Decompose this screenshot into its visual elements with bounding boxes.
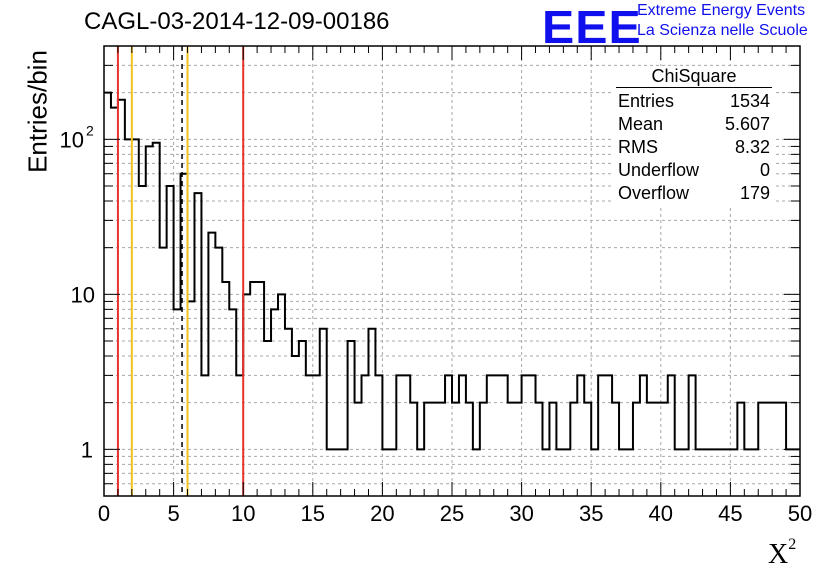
x-tick-label: 40 [649,501,673,526]
stats-value: 5.607 [724,114,770,134]
stats-row-entries: Entries 1534 [612,90,776,113]
stats-row-underflow: Underflow 0 [612,159,776,182]
stats-value: 8.32 [734,137,770,157]
y-tick-label: 10 [71,282,95,307]
stats-value: 179 [739,183,770,203]
stats-title: ChiSquare [616,66,772,88]
stats-box: ChiSquare Entries 1534 Mean 5.607 RMS 8.32 … [612,66,776,205]
stats-value: 1534 [729,91,770,111]
x-tick-label: 50 [788,501,812,526]
x-tick-label: 30 [509,501,533,526]
stats-label: Mean [618,114,664,134]
x-tick-label: 10 [231,501,255,526]
logo-subtitle-2: La Scienza nelle Scuole [637,22,808,39]
stats-row-rms: RMS 8.32 [612,136,776,159]
stats-row-overflow: Overflow 179 [612,182,776,205]
x-tick-label: 35 [579,501,603,526]
stats-label: Overflow [618,183,690,203]
x-tick-label: 25 [440,501,464,526]
x-tick-label: 45 [718,501,742,526]
stats-row-mean: Mean 5.607 [612,113,776,136]
x-tick-label: 15 [301,501,325,526]
chart-title: CAGL-03-2014-12-09-00186 [84,8,390,35]
stats-value: 0 [759,160,770,180]
stats-label: RMS [618,137,658,157]
x-tick-label: 0 [98,501,110,526]
histogram-series [104,91,800,451]
x-axis-label: X2 [768,536,796,571]
y-tick-label-exponent: 2 [86,122,94,138]
x-tick-label: 20 [370,501,394,526]
y-axis-label: Entries/bin [22,50,53,173]
eee-logo: EEE [542,1,642,53]
y-tick-label: 1 [81,437,93,462]
y-tick-label: 10 [60,127,84,152]
stats-label: Underflow [618,160,700,180]
logo-subtitle-1: Extreme Energy Events [637,2,806,19]
x-axis-label-sup: 2 [788,536,797,553]
stats-label: Entries [618,91,675,111]
x-tick-label: 5 [167,501,179,526]
x-axis-label-base: X [768,539,789,570]
